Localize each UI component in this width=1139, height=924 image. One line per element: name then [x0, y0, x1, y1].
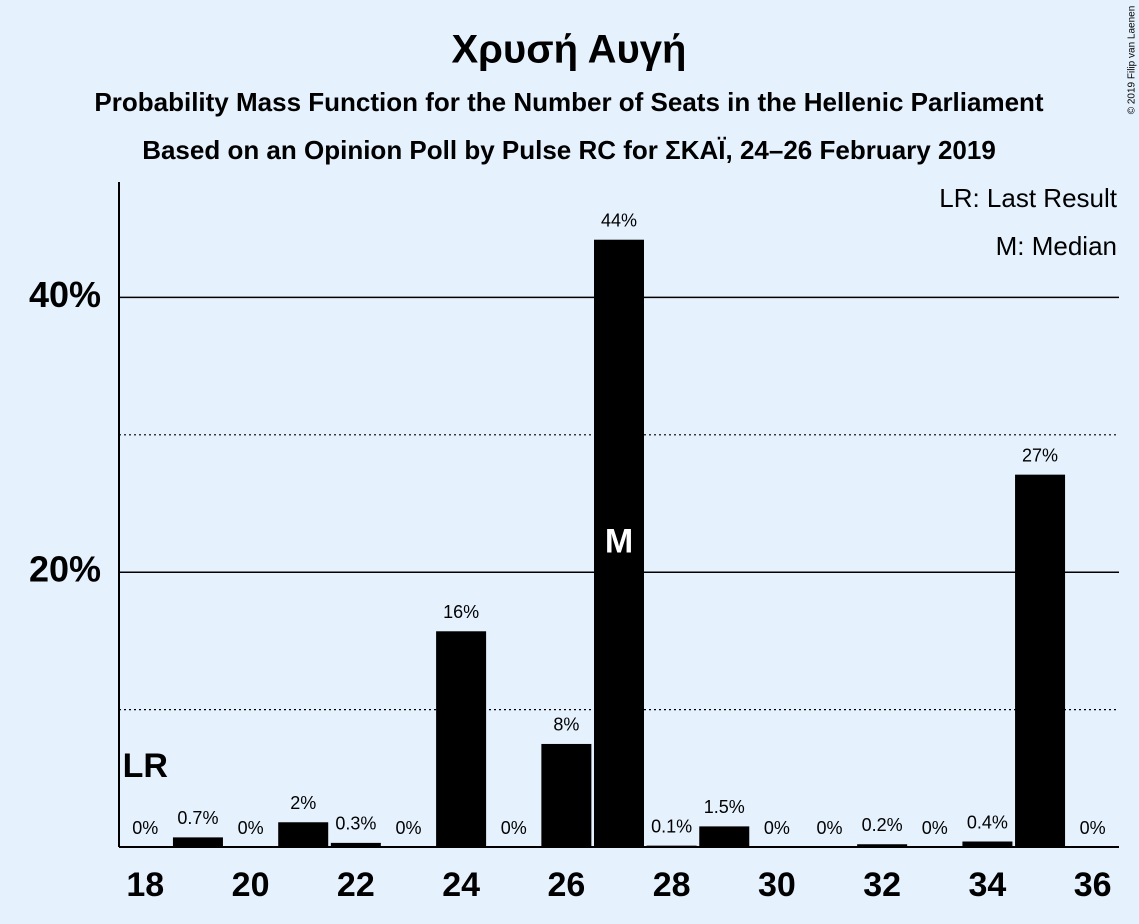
bar [857, 844, 908, 847]
value-label: 0% [501, 818, 527, 838]
x-tick-label: 20 [232, 866, 270, 904]
bar [594, 239, 644, 847]
value-label: 0% [1080, 818, 1106, 838]
legend-entry: M: Median [996, 231, 1117, 261]
value-label: 27% [1022, 445, 1058, 465]
bar [699, 826, 750, 847]
chart-subtitle: Probability Mass Function for the Number… [94, 87, 1044, 117]
value-label: 16% [443, 602, 479, 622]
median-label: M [605, 522, 633, 560]
value-label: 0% [764, 818, 790, 838]
bar [330, 842, 381, 847]
value-label: 0.1% [651, 816, 692, 836]
chart-title: Χρυσή Αυγή [452, 28, 687, 72]
legend-entry: LR: Last Result [939, 183, 1118, 213]
x-tick-label: 22 [337, 866, 375, 904]
bar [172, 837, 223, 847]
last-result-label: LR [123, 747, 168, 785]
value-label: 0% [238, 818, 264, 838]
x-tick-label: 34 [969, 866, 1007, 904]
value-label: 0.2% [862, 815, 903, 835]
value-label: 0.4% [967, 812, 1008, 832]
value-label: 0.3% [335, 814, 376, 834]
value-label: 44% [601, 210, 637, 230]
bar [278, 822, 329, 847]
chart-subtitle: Based on an Opinion Poll by Pulse RC for… [142, 135, 996, 165]
x-tick-label: 32 [863, 866, 901, 904]
value-label: 1.5% [704, 797, 745, 817]
value-label: 0% [395, 818, 421, 838]
value-label: 2% [290, 793, 316, 813]
x-tick-label: 24 [442, 866, 480, 904]
value-label: 0.7% [177, 808, 218, 828]
x-tick-label: 26 [547, 866, 585, 904]
bar [436, 631, 487, 847]
x-tick-label: 18 [126, 866, 164, 904]
value-label: 0% [922, 818, 948, 838]
bar [541, 743, 592, 847]
x-tick-label: 36 [1074, 866, 1112, 904]
bar [1015, 474, 1066, 847]
bar [962, 841, 1013, 847]
value-label: 0% [817, 818, 843, 838]
value-label: 8% [553, 715, 579, 735]
copyright: © 2019 Filip van Laenen [1127, 6, 1138, 115]
x-tick-label: 28 [653, 866, 691, 904]
x-tick-label: 30 [758, 866, 796, 904]
value-label: 0% [132, 818, 158, 838]
y-tick-label: 40% [29, 274, 101, 315]
y-tick-label: 20% [29, 549, 101, 590]
